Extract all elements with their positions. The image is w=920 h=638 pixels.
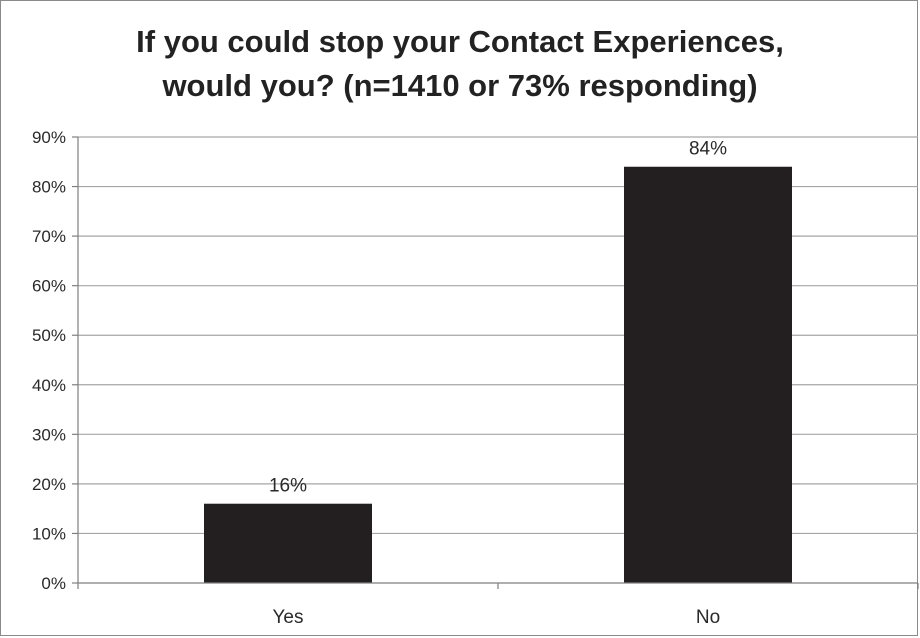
y-tick-label: 60%: [32, 277, 66, 296]
y-tick-label: 40%: [32, 376, 66, 395]
bar-no: [624, 166, 792, 583]
chart-title: If you could stop your Contact Experienc…: [0, 20, 920, 108]
x-axis-tick-labels: Yes No: [273, 607, 721, 628]
x-tick-label-no: No: [696, 607, 720, 628]
bar-yes: [204, 503, 372, 583]
data-label-no: 84%: [689, 139, 727, 160]
bars: [204, 166, 792, 583]
x-tick-label-yes: Yes: [273, 607, 304, 628]
y-tick-label: 90%: [32, 128, 66, 147]
chart-title-line-2: would you? (n=1410 or 73% responding): [162, 68, 758, 103]
data-label-yes: 16%: [269, 476, 307, 497]
y-tick-label: 70%: [32, 227, 66, 246]
chart-title-line-1: If you could stop your Contact Experienc…: [136, 24, 784, 59]
y-tick-label: 50%: [32, 326, 66, 345]
axes: [72, 136, 919, 589]
y-tick-label: 10%: [32, 524, 66, 543]
y-tick-label: 20%: [32, 475, 66, 494]
y-axis-tick-labels: 0% 10% 20% 30% 40% 50% 60% 70% 80% 90%: [32, 128, 66, 593]
y-tick-label: 30%: [32, 425, 66, 444]
y-tick-label: 0%: [41, 574, 66, 593]
data-labels: 16% 84%: [269, 139, 727, 497]
y-tick-label: 80%: [32, 178, 66, 197]
